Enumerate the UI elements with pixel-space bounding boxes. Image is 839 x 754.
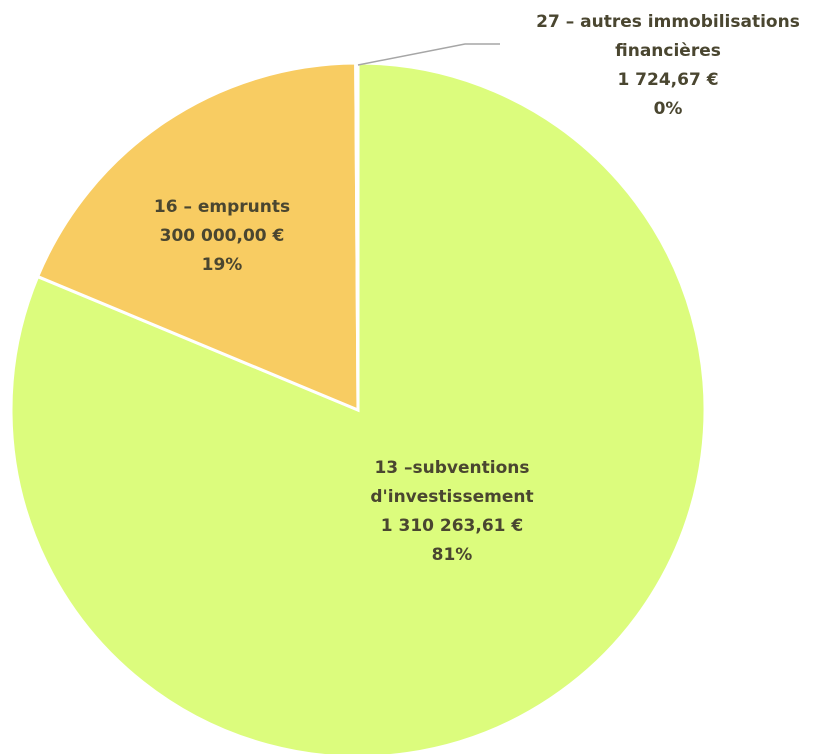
amount-label: 1 310 263,61 €	[380, 516, 524, 536]
percent-label: 19%	[201, 255, 243, 275]
leader-line	[357, 43, 500, 66]
category: 13 –subventions d'investissement	[370, 458, 534, 507]
category: 27 – autres immobilisations financières	[536, 12, 800, 61]
percent-label: 81%	[431, 545, 473, 565]
category: 16 – emprunts	[153, 197, 291, 217]
slice-label: 27 – autres immobilisations financières 1…	[488, 8, 839, 124]
pie-slice	[9, 61, 707, 754]
pie-slice	[354, 61, 360, 411]
slice-label: 16 – emprunts 300 000,00 € 19%	[122, 193, 322, 280]
slice-label: 13 –subventions d'investissement 1 310 26…	[342, 454, 562, 570]
amount-label: 300 000,00 €	[159, 226, 285, 246]
amount-label: 1 724,67 €	[617, 70, 719, 90]
pie-slice	[35, 61, 360, 413]
percent-label: 0%	[653, 99, 683, 119]
